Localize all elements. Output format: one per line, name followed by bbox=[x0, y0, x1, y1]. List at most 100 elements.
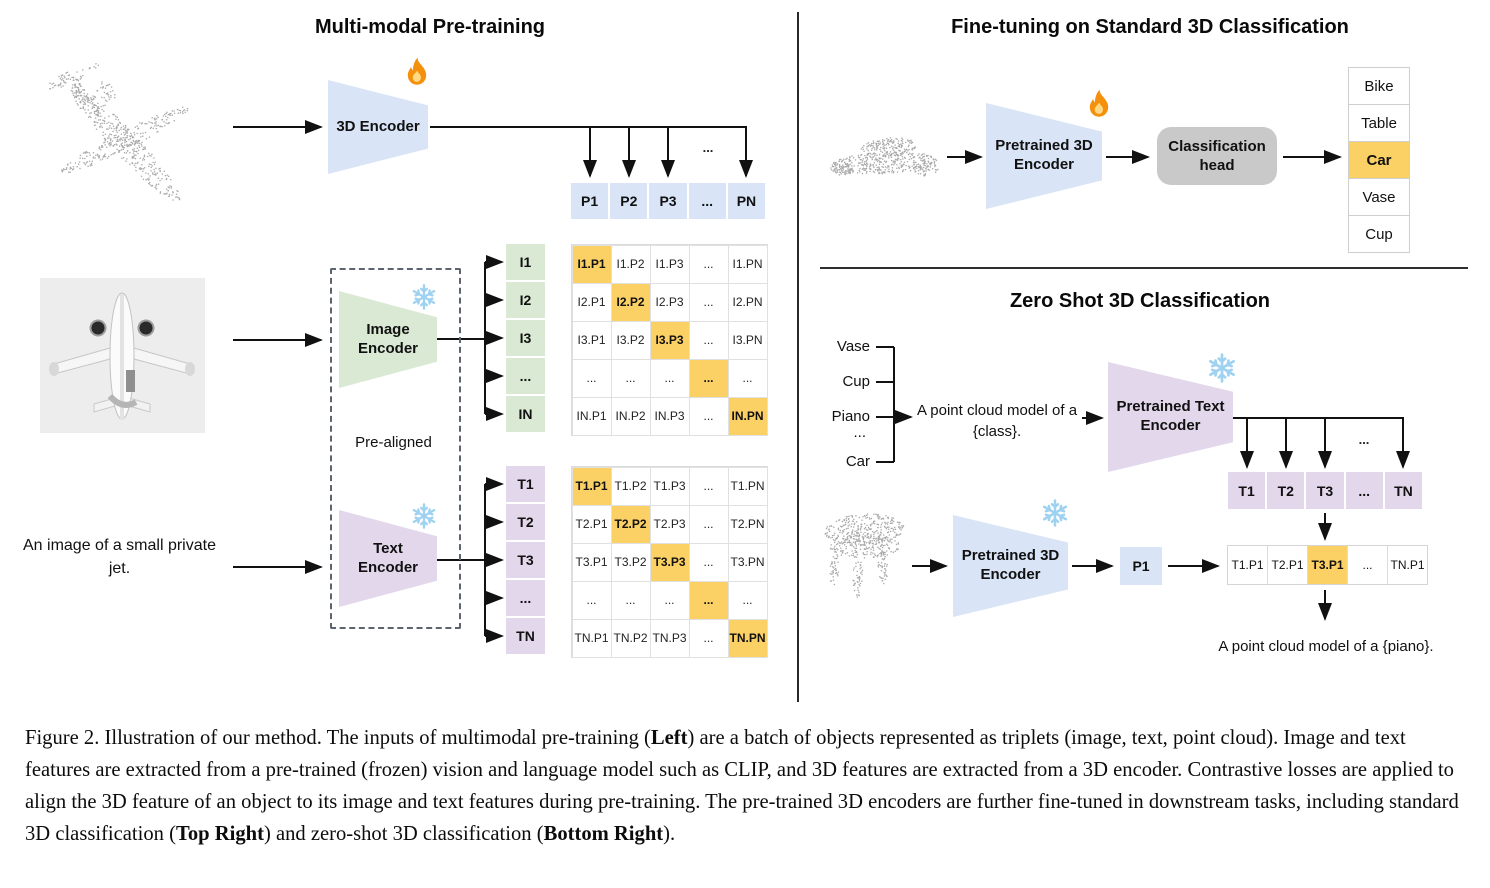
p-cell: P1 bbox=[571, 183, 609, 219]
matrix-cell: ... bbox=[688, 396, 729, 436]
i-cell: I1 bbox=[506, 244, 545, 280]
matrix-cell: T1.P2 bbox=[610, 466, 651, 506]
t-cell: T3 bbox=[506, 542, 545, 578]
matrix-cell: T1.P3 bbox=[649, 466, 690, 506]
matrix-cell: ... bbox=[688, 580, 729, 620]
candidate-class-piano: Piano bbox=[831, 408, 870, 425]
candidate-class-cup: Cup bbox=[842, 373, 870, 390]
matrix-cell: ... bbox=[688, 504, 729, 544]
image-feature-column: I1 I2 I3... IN bbox=[506, 244, 545, 432]
matrix-cell: ... bbox=[727, 358, 768, 398]
matrix-cell: ... bbox=[688, 618, 729, 658]
caption-bold-text: Top Right bbox=[175, 823, 264, 846]
matrix-cell: I1.P3 bbox=[649, 244, 690, 284]
p-feature-row: P1 P2 P3... PN bbox=[571, 183, 766, 219]
matrix-cell: IN.P2 bbox=[610, 396, 651, 436]
pre-aligned-box bbox=[330, 268, 461, 629]
p-cell: P2 bbox=[610, 183, 648, 219]
class-item: Bike bbox=[1349, 68, 1409, 105]
pre-aligned-label: Pre-aligned bbox=[355, 434, 432, 451]
candidate-class-ellipsis: ... bbox=[853, 424, 866, 441]
matrix-cell: I1.P1 bbox=[571, 244, 612, 284]
p1-cell: P1 bbox=[1120, 547, 1162, 585]
i-cell: ... bbox=[506, 358, 545, 394]
caption-text: ) and zero-shot 3D classification ( bbox=[263, 823, 544, 846]
matrix-cell: ... bbox=[688, 466, 729, 506]
p-cell: PN bbox=[727, 183, 766, 219]
t-cell: T2 bbox=[506, 504, 545, 540]
caption-bold-text: Left bbox=[650, 727, 688, 749]
result-cell: T3.P1 bbox=[1308, 546, 1348, 584]
matrix-cell: T2.P3 bbox=[649, 504, 690, 544]
zeroshot-title: Zero Shot 3D Classification bbox=[1009, 290, 1271, 312]
result-cell: ... bbox=[1348, 546, 1388, 584]
snowflake-icon bbox=[1206, 352, 1238, 384]
t-cell: ... bbox=[1345, 472, 1383, 509]
p-cell: P1 bbox=[1120, 547, 1162, 585]
matrix-cell: ... bbox=[649, 580, 690, 620]
t-cell: T1 bbox=[1228, 472, 1266, 509]
matrix-cell: T2.P1 bbox=[571, 504, 612, 544]
matrix-cell: I3.P2 bbox=[610, 320, 651, 360]
finetune-title: Fine-tuning on Standard 3D Classificatio… bbox=[951, 16, 1349, 38]
text-point-similarity-matrix: T1.P1 T1.P2 T1.P3... T1.PN T2.P1 T2.P2 T2.P3..… bbox=[571, 466, 768, 658]
t-cell: ... bbox=[506, 580, 545, 616]
class-item: Table bbox=[1349, 105, 1409, 142]
classification-head: Classification head bbox=[1157, 127, 1277, 185]
matrix-cell: I3.P1 bbox=[571, 320, 612, 360]
matrix-cell: TN.P1 bbox=[571, 618, 612, 658]
matrix-cell: I3.PN bbox=[727, 320, 768, 360]
snowflake-icon bbox=[410, 502, 438, 530]
airplane-image bbox=[40, 278, 205, 433]
text-encoder-label: Text Encoder bbox=[357, 539, 418, 576]
matrix-cell: I2.P3 bbox=[649, 282, 690, 322]
matrix-cell: T1.PN bbox=[727, 466, 768, 506]
snowflake-icon bbox=[1040, 498, 1070, 528]
matrix-cell: ... bbox=[688, 282, 729, 322]
zeroshot-result-row: T1.P1 T2.P1 T3.P1... TN.P1 bbox=[1227, 545, 1428, 585]
matrix-cell: T3.P2 bbox=[610, 542, 651, 582]
matrix-cell: ... bbox=[688, 244, 729, 284]
matrix-cell: T3.PN bbox=[727, 542, 768, 582]
matrix-cell: I3.P3 bbox=[649, 320, 690, 360]
caption-text: ). bbox=[663, 823, 676, 846]
figure-caption: Figure 2. Illustration of our method. Th… bbox=[25, 722, 1467, 851]
caption-text: Figure 2. Illustration of our method. Th… bbox=[25, 727, 651, 749]
zeroshot-t-row: T1 T2 T3... TN bbox=[1228, 472, 1423, 509]
matrix-cell: ... bbox=[727, 580, 768, 620]
t-cell: T2 bbox=[1267, 472, 1305, 509]
matrix-cell: I2.P2 bbox=[610, 282, 651, 322]
matrix-cell: ... bbox=[571, 358, 612, 398]
matrix-cell: T3.P1 bbox=[571, 542, 612, 582]
matrix-cell: T2.P2 bbox=[610, 504, 651, 544]
matrix-cell: IN.P3 bbox=[649, 396, 690, 436]
matrix-cell: I1.P2 bbox=[610, 244, 651, 284]
i-cell: I3 bbox=[506, 320, 545, 356]
result-cell: TN.P1 bbox=[1390, 558, 1425, 572]
prompt-text: A point cloud model of a {class}. bbox=[916, 402, 1078, 440]
p-cell: P3 bbox=[649, 183, 687, 219]
pretrain-title: Multi-modal Pre-training bbox=[315, 16, 545, 38]
class-item: Car bbox=[1349, 142, 1409, 179]
ellipsis: ... bbox=[1358, 432, 1370, 447]
matrix-cell: T3.P3 bbox=[649, 542, 690, 582]
caption-bold-text: Bottom Right bbox=[543, 823, 664, 846]
i-cell: I2 bbox=[506, 282, 545, 318]
matrix-cell: TN.P2 bbox=[610, 618, 651, 658]
caption-text: ) are a batch of objects represented as … bbox=[25, 727, 1459, 846]
class-list: Bike Table Car Vase Cup bbox=[1348, 67, 1410, 253]
matrix-cell: TN.P3 bbox=[649, 618, 690, 658]
classification-head-label: Classification head bbox=[1168, 137, 1266, 175]
text-feature-column: T1 T2 T3... TN bbox=[506, 466, 545, 654]
image-caption-text: An image of a small private jet. bbox=[23, 537, 216, 578]
matrix-cell: ... bbox=[571, 580, 612, 620]
zeroshot-output-text: A point cloud model of a {piano}. bbox=[1218, 638, 1434, 655]
candidate-class-car: Car bbox=[845, 453, 870, 470]
matrix-cell: ... bbox=[610, 580, 651, 620]
matrix-cell: I2.PN bbox=[727, 282, 768, 322]
t-cell: T1 bbox=[506, 466, 545, 502]
t-cell: TN bbox=[506, 618, 545, 654]
matrix-cell: TN.PN bbox=[727, 618, 768, 658]
matrix-cell: I1.PN bbox=[727, 244, 768, 284]
